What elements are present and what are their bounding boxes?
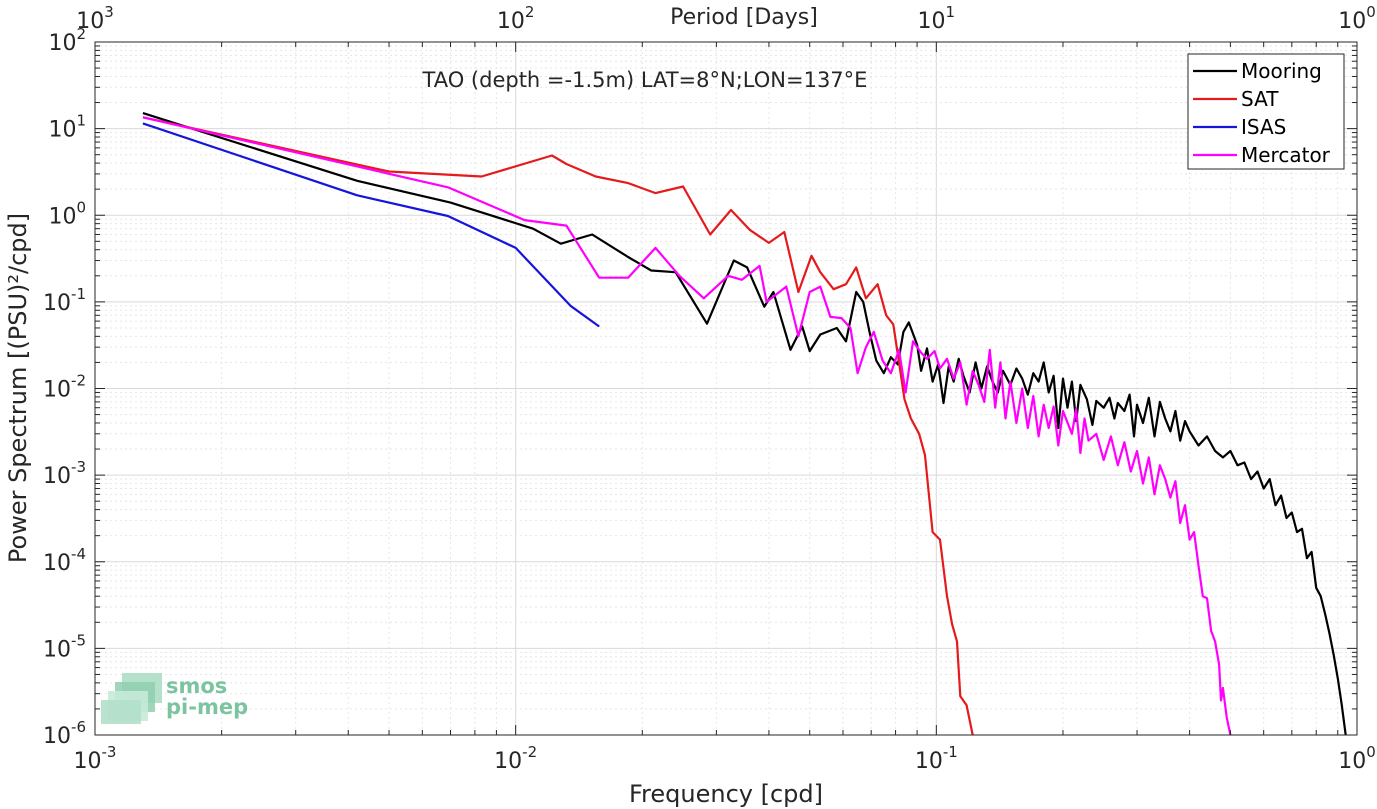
y-tick-labels: 10-6 10-5 10-4 10-3 10-2 10-1 100 101 102	[43, 25, 86, 749]
legend-label-isas: ISAS	[1241, 115, 1286, 139]
chart-title: TAO (depth =-1.5m) LAT=8°N;LON=137°E	[422, 68, 868, 92]
top-x-tick-label: 102	[497, 3, 535, 34]
series-line-mercator	[142, 116, 1232, 736]
smos-logo-icon	[101, 673, 162, 724]
y-tick-label: 10-5	[43, 631, 86, 662]
tick-marks	[94, 41, 1358, 736]
series-line-isas	[142, 122, 600, 328]
y-tick-label: 10-1	[43, 285, 86, 316]
y-tick-label: 10-2	[43, 372, 86, 403]
legend: Mooring SAT ISAS Mercator	[1187, 53, 1345, 170]
legend-label-mooring: Mooring	[1241, 59, 1322, 83]
x-tick-label: 10-1	[915, 743, 958, 774]
series-lines	[142, 112, 1347, 736]
y-tick-label: 10-6	[43, 718, 86, 749]
series-line-sat	[142, 116, 974, 736]
y-axis-label: Power Spectrum [(PSU)²/cpd]	[4, 213, 32, 563]
y-tick-label: 102	[48, 25, 86, 56]
top-x-tick-label: 103	[76, 3, 114, 34]
y-tick-label: 100	[48, 198, 86, 229]
watermark-smos: smos	[166, 674, 227, 698]
top-x-tick-labels: 103 102 101 100	[76, 3, 1376, 34]
y-tick-label: 10-4	[43, 545, 86, 576]
series-line-mooring	[142, 112, 1347, 736]
x-tick-label: 10-2	[494, 743, 537, 774]
top-x-tick-label: 100	[1338, 3, 1376, 34]
top-x-tick-label: 101	[918, 3, 956, 34]
legend-box	[1187, 53, 1345, 170]
legend-label-sat: SAT	[1241, 87, 1279, 111]
y-tick-label: 10-3	[43, 458, 86, 489]
top-x-axis-label: Period [Days]	[670, 5, 818, 30]
smos-pi-mep-watermark: smos pi-mep	[101, 673, 248, 724]
x-tick-labels: 10-3 10-2 10-1 100	[74, 743, 1376, 774]
watermark-pi-mep: pi-mep	[166, 695, 248, 719]
x-axis-label: Frequency [cpd]	[629, 780, 823, 808]
x-tick-label: 100	[1338, 743, 1376, 774]
legend-label-mercator: Mercator	[1241, 143, 1331, 167]
x-tick-label: 10-3	[74, 743, 117, 774]
y-tick-label: 101	[48, 112, 86, 143]
